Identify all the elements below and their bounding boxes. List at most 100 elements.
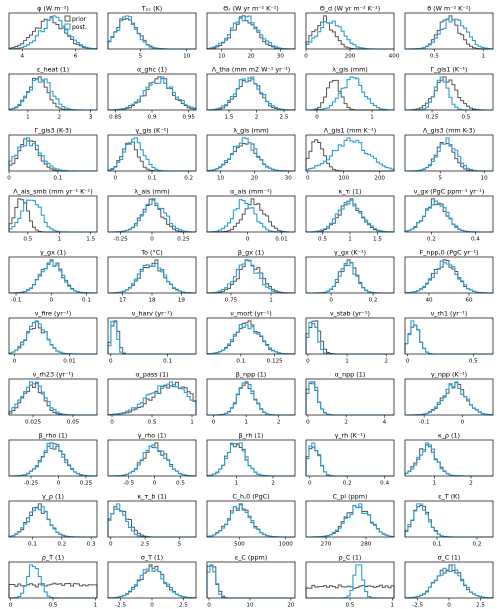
x-tick-label: 2.5 [179,603,188,609]
posterior-histogram [107,320,196,355]
histogram-panel: ε_heat (1) 1 2 3 [8,66,98,121]
panel-title: α_ais (mm⁻¹) [230,188,272,196]
x-tick-label: 0 [315,115,319,121]
x-tick-label: 0.5 [318,237,327,243]
panel-frame [404,439,494,477]
x-tick-label: 0 [150,603,154,609]
histogram-panel: ν_mort (yr⁻¹) 0.1 0.125 [206,310,296,365]
histogram-panel: β_rh (1) 1 2 [206,432,296,487]
x-tick-label: 280 [361,542,372,548]
histogram-panel: σ_T (1) -2.5 0 2.5 [107,554,197,609]
histogram-panel: κ_τ_b (1) 0 2.5 5 [107,493,197,548]
x-tick-label: 0.2 [184,176,193,182]
posterior-histogram [107,76,197,111]
posterior-histogram [8,442,98,477]
x-tick-label: 10 [217,176,225,182]
x-tick-label: 1 [244,420,248,426]
panel-title: To (°C) [140,249,162,257]
panel-frame [404,500,494,538]
panel-frame [305,378,395,416]
x-tick-label: 0 [9,603,13,609]
posterior-histogram [107,262,197,294]
x-tick-label: 0.125 [267,359,283,365]
panel-frame [107,12,197,50]
panel-frame [8,73,98,111]
histogram-panel: Λ_tha (mm m2 W⁻¹ yr⁻¹) 1.5 2 2.5 [206,66,296,121]
panel-frame [305,256,395,294]
x-tick-label: 0.1 [433,542,442,548]
x-tick-label: 0 [212,420,216,426]
prior-histogram [405,142,493,172]
x-tick-label: 20 [247,54,255,60]
x-tick-label: 0 [49,298,53,304]
histogram-panel: λ_ais (mm) -0.25 0 0.25 [107,188,197,243]
x-tick-label: -0.25 [24,481,39,487]
x-tick-label: 20 [251,176,259,182]
x-tick-label: 0 [110,420,114,426]
x-tick-label: 2 [384,359,388,365]
histogram-panel: ν_rh23 (yr⁻¹) 0.025 0.05 [8,371,98,426]
x-tick-label: 0 [13,359,17,365]
x-tick-label: 0.5 [23,237,32,243]
x-tick-label: 0.2 [427,237,436,243]
histogram-panel: T₂ₓ (K) 5 10 [107,5,197,60]
histogram-panel: ρ_C (1) 0.5 1 [305,554,395,609]
panel-title: ν_harv (yr⁻¹) [132,310,173,318]
x-tick-label: 1 [370,115,374,121]
x-tick-label: 3 [89,115,93,121]
x-tick-label: 0 [153,481,157,487]
panel-title: θ (W m⁻² K⁻¹) [427,5,471,13]
x-tick-label: 0.3 [87,542,96,548]
panel-frame [305,439,395,477]
panel-title: φ (W m⁻²) [37,5,69,13]
x-tick-label: 0 [447,603,451,609]
panel-frame [404,12,494,50]
panel-frame [8,12,98,50]
prior-histogram [8,582,98,598]
panel-title: γ_npp (K⁻¹) [431,371,467,379]
prior-histogram [305,139,394,172]
legend-prior-label: prior [72,16,87,23]
posterior-histogram [8,320,97,355]
x-tick-label: 0.1 [163,359,172,365]
posterior-histogram [107,15,196,50]
x-tick-label: 0.85 [109,115,122,121]
histogram-panel: ν_harv (yr⁻¹) 0 0.1 [107,310,197,365]
histogram-panel: To (°C) 17 18 19 [107,249,197,304]
x-tick-label: 2 [58,115,62,121]
x-tick-label: 0.01 [63,359,76,365]
prior-histogram [206,78,296,111]
x-tick-label: 0 [461,420,465,426]
posterior-histogram [404,564,494,599]
posterior-histogram [8,506,97,538]
panel-frame [404,134,494,172]
histogram-panel: ν_fire (yr⁻¹) 0 0.01 [8,310,98,365]
posterior-histogram [107,444,197,477]
panel-frame [8,500,98,538]
histogram-panel: γ_npp (K⁻¹) -0.1 0 [404,371,494,426]
posterior-histogram [206,259,296,294]
posterior-histogram [107,199,197,233]
panel-title: ν_fire (yr⁻¹) [35,310,72,318]
x-tick-label: 0 [207,603,211,609]
panel-title: λ_ais (mm) [134,188,169,196]
x-tick-label: 500 [234,542,245,548]
x-tick-label: 0.4 [380,481,389,487]
x-tick-label: 5 [139,54,143,60]
panel-title: ν_rh1 (yr⁻¹) [431,310,468,318]
panel-title: λ_gis (mm) [233,127,269,135]
x-tick-label: 0.5 [461,115,470,121]
posterior-histogram [8,199,97,233]
histogram-panel: γ_gis (K⁻¹) 0 0.1 0.2 [107,127,197,182]
posterior-histogram [206,564,295,599]
histogram-panel: θ (W m⁻² K⁻¹) 0.5 1 [404,5,494,60]
x-tick-label: 17 [119,298,127,304]
x-tick-label: 19 [178,298,186,304]
x-tick-label: 1 [269,298,273,304]
panel-title: κ_τₗ (1) [339,188,362,196]
panel-frame [206,500,296,538]
prior-histogram [8,321,97,355]
panel-frame [404,317,494,355]
panel-frame [8,134,98,172]
x-tick-label: 2.5 [476,603,485,609]
